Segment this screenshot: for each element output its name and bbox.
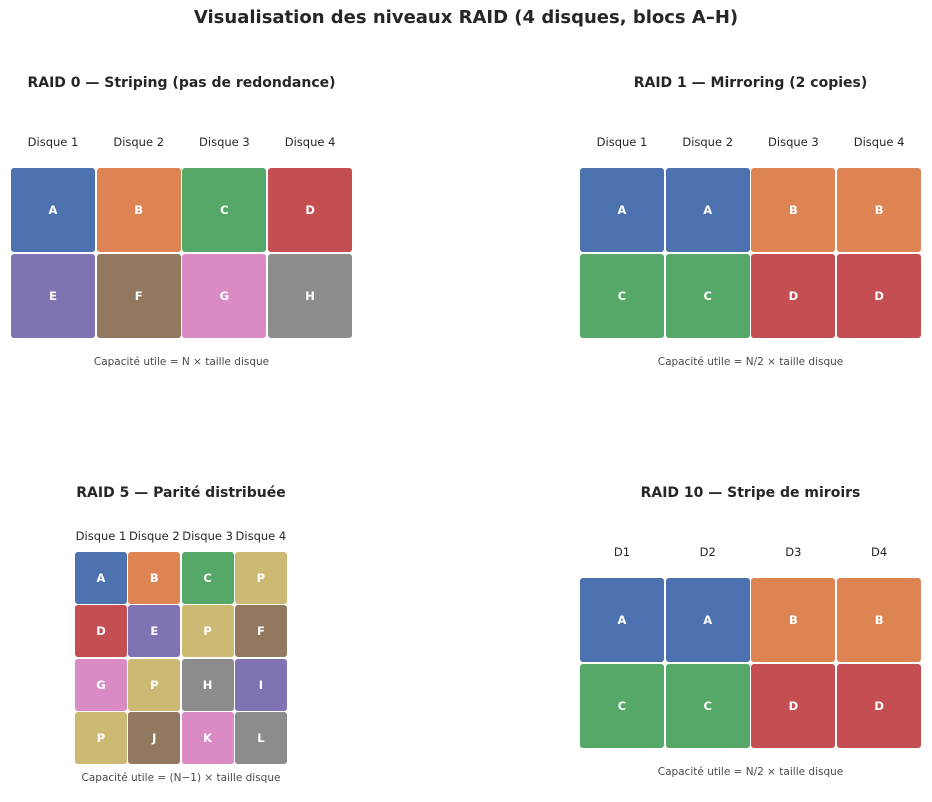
raid1-block: B: [837, 168, 922, 252]
raid5-block: I: [234, 658, 287, 711]
raid0-block: A: [11, 168, 95, 252]
raid5-block: E: [128, 605, 181, 658]
raid10-panel: RAID 10 — Stripe de miroirs D1 D2 D3 D4 A A B B C…: [580, 0, 922, 802]
raid10-block: C: [580, 663, 664, 748]
raid0-block: F: [96, 253, 181, 338]
raid0-block: D: [268, 168, 353, 252]
raid10-block: C: [665, 663, 750, 748]
raid5-block: H: [181, 658, 234, 711]
raid5-disk-header: Disque 2: [128, 529, 180, 543]
raid0-block: B: [96, 168, 181, 252]
raid1-block: A: [665, 168, 750, 252]
raid10-capacity-caption: Capacité utile = N/2 × taille disque: [657, 766, 844, 778]
raid5-block: L: [234, 711, 287, 764]
raid0-disk-header: Disque 1: [27, 135, 79, 149]
raid10-block: A: [665, 578, 750, 662]
raid0-block: C: [182, 168, 267, 252]
raid5-block: D: [75, 605, 127, 658]
raid1-disk-header: Disque 4: [853, 135, 905, 149]
raid0-disk-header: Disque 3: [199, 135, 250, 149]
raid1-disk-header: Disque 2: [682, 135, 734, 149]
figure-title: Visualisation des niveaux RAID (4 disque…: [193, 7, 739, 28]
raid10-block: B: [837, 578, 922, 662]
raid1-block: B: [751, 168, 836, 252]
raid5-block: P: [75, 711, 127, 764]
raid1-block: C: [665, 253, 750, 338]
raid5-disk-header: Disque 3: [182, 529, 233, 543]
raid0-title: RAID 0 — Striping (pas de redondance): [27, 75, 336, 91]
raid0-block: H: [268, 253, 353, 338]
raid10-disk-header: D2: [699, 545, 716, 559]
raid0-disk-header: Disque 4: [284, 135, 336, 149]
raid5-title: RAID 5 — Parité distribuée: [76, 485, 286, 501]
raid5-capacity-caption: Capacité utile = (N−1) × taille disque: [81, 772, 281, 784]
raid1-panel: RAID 1 — Mirroring (2 copies) Disque 1 Dis…: [580, 0, 922, 802]
raid1-disk-header: Disque 3: [768, 135, 819, 149]
raid0-panel: RAID 0 — Striping (pas de redondance) Dis…: [11, 0, 353, 802]
raid5-disk-header: Disque 1: [75, 529, 127, 543]
raid10-disk-header: D3: [785, 545, 802, 559]
raid1-title: RAID 1 — Mirroring (2 copies): [633, 75, 868, 91]
raid0-block: G: [182, 253, 267, 338]
raid0-block: E: [11, 253, 95, 338]
raid10-block: B: [751, 578, 836, 662]
raid5-block: K: [181, 711, 234, 764]
raid1-capacity-caption: Capacité utile = N/2 × taille disque: [657, 356, 844, 368]
raid5-block: F: [234, 605, 287, 658]
raid1-block: D: [837, 253, 922, 338]
raid1-block: A: [580, 168, 664, 252]
raid10-title: RAID 10 — Stripe de miroirs: [640, 485, 861, 501]
raid5-panel: RAID 5 — Parité distribuée Disque 1 Disque…: [75, 0, 287, 802]
raid10-disk-header: D4: [871, 545, 888, 559]
raid5-block: B: [128, 552, 181, 604]
raid5-block: A: [75, 552, 127, 604]
raid10-block: D: [751, 663, 836, 748]
raid1-block: D: [751, 253, 836, 338]
raid1-block: C: [580, 253, 664, 338]
raid5-block: P: [234, 552, 287, 604]
raid10-disk-header: D1: [613, 545, 631, 559]
raid5-block: C: [181, 552, 234, 604]
raid0-disk-header: Disque 2: [113, 135, 165, 149]
raid5-block: G: [75, 658, 127, 711]
raid5-block: P: [181, 605, 234, 658]
raid10-block: D: [837, 663, 922, 748]
raid5-block: J: [128, 711, 181, 764]
raid1-disk-header: Disque 1: [596, 135, 648, 149]
raid5-disk-header: Disque 4: [235, 529, 287, 543]
raid5-block: P: [128, 658, 181, 711]
raid0-capacity-caption: Capacité utile = N × taille disque: [93, 356, 270, 368]
raid10-block: A: [580, 578, 664, 662]
